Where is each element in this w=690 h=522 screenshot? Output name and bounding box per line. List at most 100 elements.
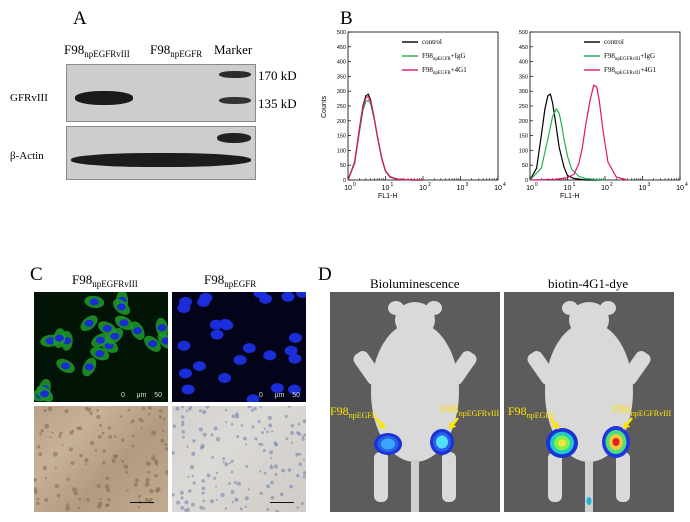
- left-xtick-label-2: 10: [419, 185, 427, 192]
- right-ytick-label-1: 50: [522, 163, 528, 169]
- arrow-label-right-1: F98npEGFRvIII: [440, 402, 499, 418]
- left-ytick-label-9: 450: [337, 45, 346, 51]
- right-series-1: [529, 107, 606, 181]
- mouse-left-signal-0-2: [381, 438, 395, 450]
- mouse-image-bioluminescence: [330, 292, 500, 512]
- right-ytick-label-0: 0: [525, 178, 528, 184]
- western-blot-gfrviii: [66, 64, 256, 122]
- left-ytick-label-10: 500: [337, 30, 346, 36]
- right-x-axis-label: FL1-H: [560, 193, 579, 200]
- left-legend-label-2: F98npEGFR+4G1: [422, 66, 467, 76]
- panel-d-letter: D: [318, 264, 332, 285]
- d-r2-main: F98: [612, 402, 631, 416]
- ihc-scale-bar-2: [270, 502, 294, 503]
- left-xtick-label-4: 10: [494, 185, 502, 192]
- d-l1-sub: npEGFR: [348, 411, 378, 420]
- right-ytick-label-4: 200: [519, 119, 528, 125]
- panel-a-col2-header: F98npEGFR: [150, 42, 202, 59]
- ihc-image-egfrviii: [34, 406, 168, 512]
- left-ytick-label-2: 100: [337, 148, 346, 154]
- panel-a-col1-header: F98npEGFRvIII: [64, 42, 130, 59]
- panel-a-letter: A: [73, 8, 87, 29]
- right-xtick-exp-1: 1: [573, 182, 576, 188]
- left-xtick-exp-2: 2: [428, 182, 431, 188]
- y-axis-label: Counts: [321, 95, 328, 118]
- c-col1-main: F98: [72, 272, 93, 287]
- left-xtick-exp-0: 0: [353, 182, 356, 188]
- left-ytick-label-0: 0: [343, 178, 346, 184]
- left-ytick-label-6: 300: [337, 89, 346, 95]
- right-ytick-label-7: 350: [519, 74, 528, 80]
- right-legend-label-1: F98npEGFRvIII+IgG: [604, 52, 655, 62]
- panel-d-title-biotin-dye: biotin-4G1-dye: [548, 276, 629, 291]
- right-legend-label-0: control: [604, 38, 624, 46]
- right-ytick-label-8: 400: [519, 60, 528, 66]
- panel-a-marker-header: Marker: [214, 42, 253, 57]
- mouse-image-biotin-dye: [504, 292, 674, 512]
- c-col2-sub: npEGFR: [224, 279, 257, 289]
- d-r1-main: F98: [440, 402, 459, 416]
- left-ytick-label-5: 250: [337, 104, 346, 110]
- row-label-gfrviii: GFRvIII: [10, 92, 48, 104]
- right-xtick-label-4: 10: [676, 185, 684, 192]
- scale-bar-label-2: 0 μm 50: [259, 392, 300, 399]
- d-l1-main: F98: [330, 404, 349, 418]
- left-ytick-label-4: 200: [337, 119, 346, 125]
- confocal-image-egfr: 0 μm 50: [172, 292, 306, 402]
- right-plot-frame: [529, 31, 681, 181]
- col1-sub: npEGFRvIII: [84, 49, 130, 59]
- ihc-scale-bar-1: [130, 502, 154, 503]
- right-ytick-label-5: 250: [519, 104, 528, 110]
- left-xtick-label-0: 10: [344, 185, 352, 192]
- panel-c-letter: C: [30, 264, 43, 285]
- mouse-right-tail-signal: [586, 497, 592, 505]
- col1-main: F98: [64, 42, 85, 57]
- confocal-image-egfrviii: 0 μm 50: [34, 292, 168, 402]
- right-xtick-exp-3: 3: [648, 182, 651, 188]
- col2-main: F98: [150, 42, 171, 57]
- mouse-right-signal-1-3: [612, 438, 620, 446]
- right-ytick-label-9: 450: [519, 45, 528, 51]
- right-xtick-label-2: 10: [601, 185, 609, 192]
- arrow-label-right-2: F98npEGFRvIII: [612, 402, 671, 418]
- right-legend-label-2: F98npEGFRvIII+4G1: [604, 66, 657, 76]
- left-plot-frame: [347, 31, 499, 181]
- marker-135-label: 135 kD: [258, 96, 297, 111]
- right-xtick-label-0: 10: [526, 185, 534, 192]
- left-xtick-label-1: 10: [382, 185, 390, 192]
- mouse-left-signal-1-2: [436, 435, 448, 449]
- left-legend-label-0: control: [422, 38, 442, 46]
- left-x-axis-label: FL1-H: [378, 193, 397, 200]
- c-col1-sub: npEGFRvIII: [92, 279, 138, 289]
- right-series-2: [529, 84, 628, 181]
- arrow-label-left-1: F98npEGFR: [330, 404, 377, 420]
- left-ytick-label-3: 150: [337, 134, 346, 140]
- left-ytick-label-7: 350: [337, 74, 346, 80]
- panel-c-col2-header: F98npEGFR: [204, 272, 256, 289]
- d-l2-sub: npEGFR: [526, 411, 556, 420]
- western-blot-actin: [66, 126, 256, 180]
- right-xtick-exp-4: 4: [685, 182, 688, 188]
- right-xtick-label-1: 10: [564, 185, 572, 192]
- right-xtick-exp-2: 2: [610, 182, 613, 188]
- right-ytick-label-10: 500: [519, 30, 528, 36]
- row-label-actin: β-Actin: [10, 150, 44, 162]
- d-l2-main: F98: [508, 404, 527, 418]
- col2-sub: npEGFR: [170, 49, 203, 59]
- left-xtick-label-3: 10: [457, 185, 465, 192]
- panel-d-title-bioluminescence: Bioluminescence: [370, 276, 460, 291]
- scale-bar-label-1: 0 μm 50: [121, 392, 162, 399]
- left-xtick-exp-4: 4: [503, 182, 506, 188]
- d-r2-sub: npEGFRvIII: [630, 409, 672, 418]
- right-xtick-label-3: 10: [639, 185, 647, 192]
- left-xtick-exp-3: 3: [466, 182, 469, 188]
- left-xtick-exp-1: 1: [391, 182, 394, 188]
- marker-170-label: 170 kD: [258, 68, 297, 83]
- left-series-2: [347, 95, 423, 181]
- c-col2-main: F98: [204, 272, 225, 287]
- d-r1-sub: npEGFRvIII: [458, 409, 500, 418]
- left-ytick-label-8: 400: [337, 60, 346, 66]
- ihc-image-egfr: [172, 406, 306, 512]
